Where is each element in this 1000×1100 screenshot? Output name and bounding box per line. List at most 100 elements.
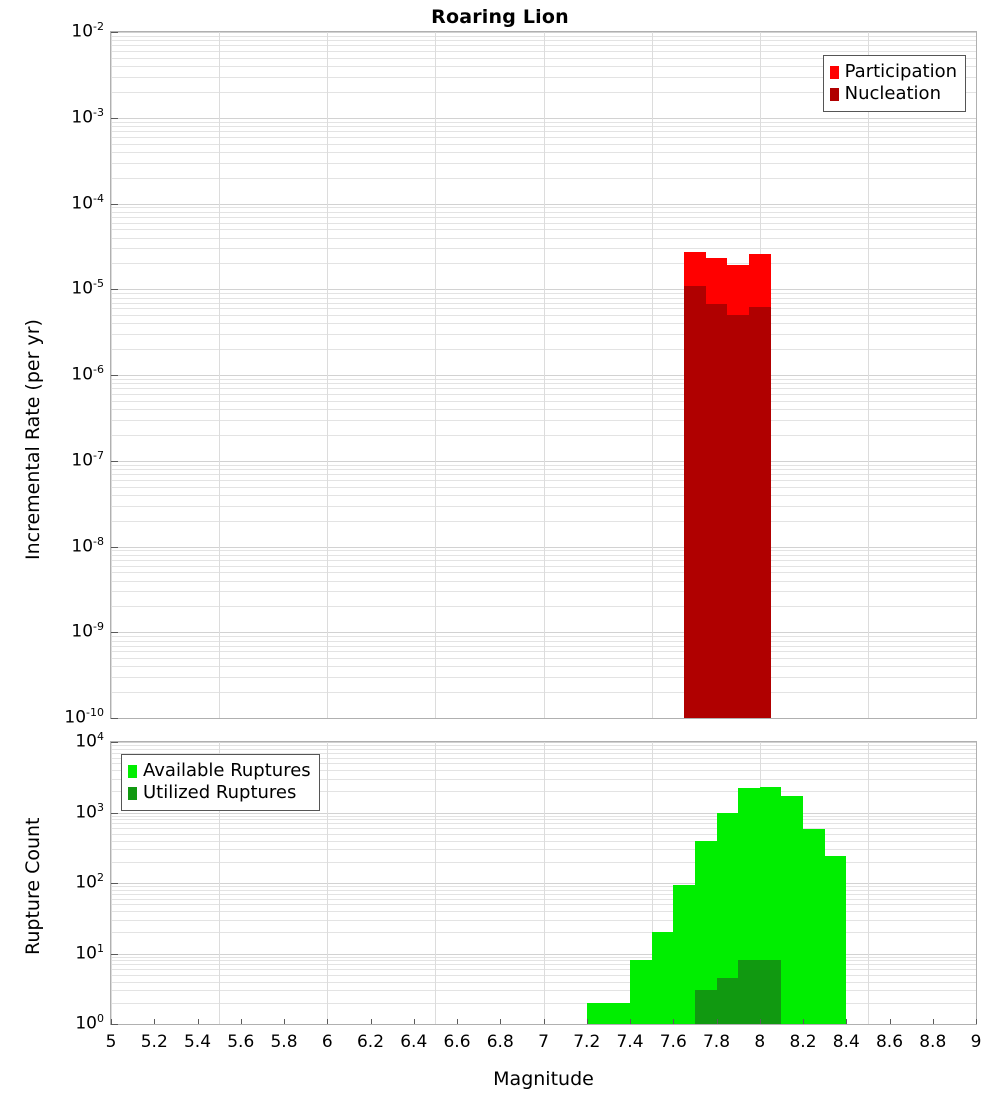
y-axis-tick-label: 10-10 <box>64 710 104 727</box>
bar-segment-available-ruptures <box>825 856 847 1024</box>
x-axis-tick-label: 7.2 <box>573 1032 600 1052</box>
x-axis-tick-label: 8.2 <box>789 1032 816 1052</box>
x-axis-tick-mark <box>846 1019 847 1024</box>
x-axis-tick-label: 6.2 <box>357 1032 384 1052</box>
legend-label: Nucleation <box>845 85 941 103</box>
y-axis-tick-mark <box>111 204 118 205</box>
histogram-bar <box>760 742 782 1024</box>
x-axis-tick-mark <box>717 1019 718 1024</box>
bar-segment-nucleation <box>706 304 728 718</box>
histogram-bar <box>630 742 652 1024</box>
x-axis-tick-mark <box>371 1019 372 1024</box>
x-axis-tick-label: 9 <box>971 1032 982 1052</box>
bar-segment-available-ruptures <box>781 796 803 1024</box>
y-axis-tick-mark <box>111 718 118 719</box>
bar-segment-available-ruptures <box>587 1003 609 1024</box>
x-axis-tick-mark <box>500 1019 501 1024</box>
y-axis-tick-mark <box>111 32 118 33</box>
x-axis-tick-label: 5.8 <box>270 1032 297 1052</box>
x-axis-tick-mark <box>284 1019 285 1024</box>
y-axis-tick-label: 10-8 <box>71 538 104 555</box>
y-axis-tick-mark <box>111 461 118 462</box>
histogram-bar <box>652 742 674 1024</box>
histogram-bar <box>695 742 717 1024</box>
legend-label: Utilized Ruptures <box>143 784 296 802</box>
histogram-bar <box>706 32 728 718</box>
histogram-bar <box>749 32 771 718</box>
x-axis-tick-mark <box>544 1019 545 1024</box>
bar-segment-utilized-ruptures <box>738 960 760 1024</box>
x-axis-tick-label: 8 <box>754 1032 765 1052</box>
rupture-count-panel: Available RupturesUtilized Ruptures 1001… <box>110 741 977 1025</box>
incremental-rate-panel: ParticipationNucleation 10-1010-910-810-… <box>110 31 977 719</box>
grid-line-vertical <box>327 742 328 1024</box>
figure: Roaring Lion Participation Nucleation 10-… <box>0 0 1000 1100</box>
x-axis-tick-label: 5.6 <box>227 1032 254 1052</box>
x-axis-tick-mark <box>327 1019 328 1024</box>
histogram-bar <box>781 742 803 1024</box>
bar-segment-available-ruptures <box>630 960 652 1024</box>
y-axis-tick-label: 102 <box>75 875 104 892</box>
grid-line-vertical <box>435 32 436 718</box>
x-axis-tick-mark <box>241 1019 242 1024</box>
histogram-bar <box>587 742 609 1024</box>
grid-line-vertical <box>868 32 869 718</box>
y-axis-title-bottom: Rupture Count <box>22 818 44 956</box>
y-axis-tick-mark <box>111 813 118 814</box>
x-axis-tick-label: 6.8 <box>487 1032 514 1052</box>
legend-label: Participation <box>845 63 957 81</box>
y-axis-title-top: Incremental Rate (per yr) <box>22 319 44 560</box>
incremental-rate-plot-area <box>111 32 976 718</box>
x-axis-tick-mark <box>630 1019 631 1024</box>
legend-top-item: Nucleation <box>830 83 957 105</box>
x-axis-tick-mark <box>976 1019 977 1024</box>
x-axis-tick-label: 5.2 <box>141 1032 168 1052</box>
legend-swatch-icon <box>128 765 137 778</box>
figure-title: Roaring Lion <box>0 6 1000 28</box>
x-axis-tick-mark <box>414 1019 415 1024</box>
y-axis-tick-mark <box>111 1024 118 1025</box>
x-axis-tick-label: 7.4 <box>616 1032 643 1052</box>
legend-label: Available Ruptures <box>143 762 311 780</box>
grid-line-vertical <box>652 32 653 718</box>
histogram-bar <box>738 742 760 1024</box>
x-axis-tick-label: 8.4 <box>833 1032 860 1052</box>
histogram-bar <box>717 742 739 1024</box>
x-axis-tick-label: 5.4 <box>184 1032 211 1052</box>
y-axis-tick-mark <box>111 632 118 633</box>
bar-segment-available-ruptures <box>803 829 825 1024</box>
bar-segment-available-ruptures <box>608 1003 630 1024</box>
bar-segment-utilized-ruptures <box>717 978 739 1024</box>
bar-segment-utilized-ruptures <box>695 990 717 1024</box>
x-axis-tick-label: 6.6 <box>443 1032 470 1052</box>
x-axis-tick-label: 5 <box>106 1032 117 1052</box>
legend-rupture-count: Available Ruptures Utilized Ruptures <box>121 754 320 811</box>
y-axis-tick-label: 10-4 <box>71 195 104 212</box>
histogram-bar <box>825 742 847 1024</box>
legend-swatch-icon <box>830 88 839 101</box>
y-axis-tick-label: 10-5 <box>71 281 104 298</box>
bar-segment-available-ruptures <box>673 885 695 1024</box>
y-axis-tick-mark <box>111 547 118 548</box>
legend-swatch-icon <box>128 787 137 800</box>
histogram-bar <box>673 742 695 1024</box>
y-axis-tick-mark <box>111 742 118 743</box>
x-axis-tick-mark <box>760 1019 761 1024</box>
x-axis-tick-mark <box>111 1019 112 1024</box>
x-axis-tick-label: 7 <box>538 1032 549 1052</box>
x-axis-tick-mark <box>890 1019 891 1024</box>
grid-line-vertical <box>435 742 436 1024</box>
x-axis-tick-mark <box>673 1019 674 1024</box>
bar-segment-nucleation <box>727 315 749 718</box>
histogram-bar <box>608 742 630 1024</box>
histogram-bar <box>727 32 749 718</box>
legend-bottom-item: Utilized Ruptures <box>128 782 311 804</box>
y-axis-tick-mark <box>111 289 118 290</box>
legend-swatch-icon <box>830 66 839 79</box>
grid-line-vertical <box>219 32 220 718</box>
x-axis-tick-label: 8.6 <box>876 1032 903 1052</box>
y-axis-tick-label: 100 <box>75 1016 104 1033</box>
y-axis-tick-label: 10-6 <box>71 367 104 384</box>
x-axis-tick-mark <box>803 1019 804 1024</box>
y-axis-tick-label: 10-2 <box>71 24 104 41</box>
